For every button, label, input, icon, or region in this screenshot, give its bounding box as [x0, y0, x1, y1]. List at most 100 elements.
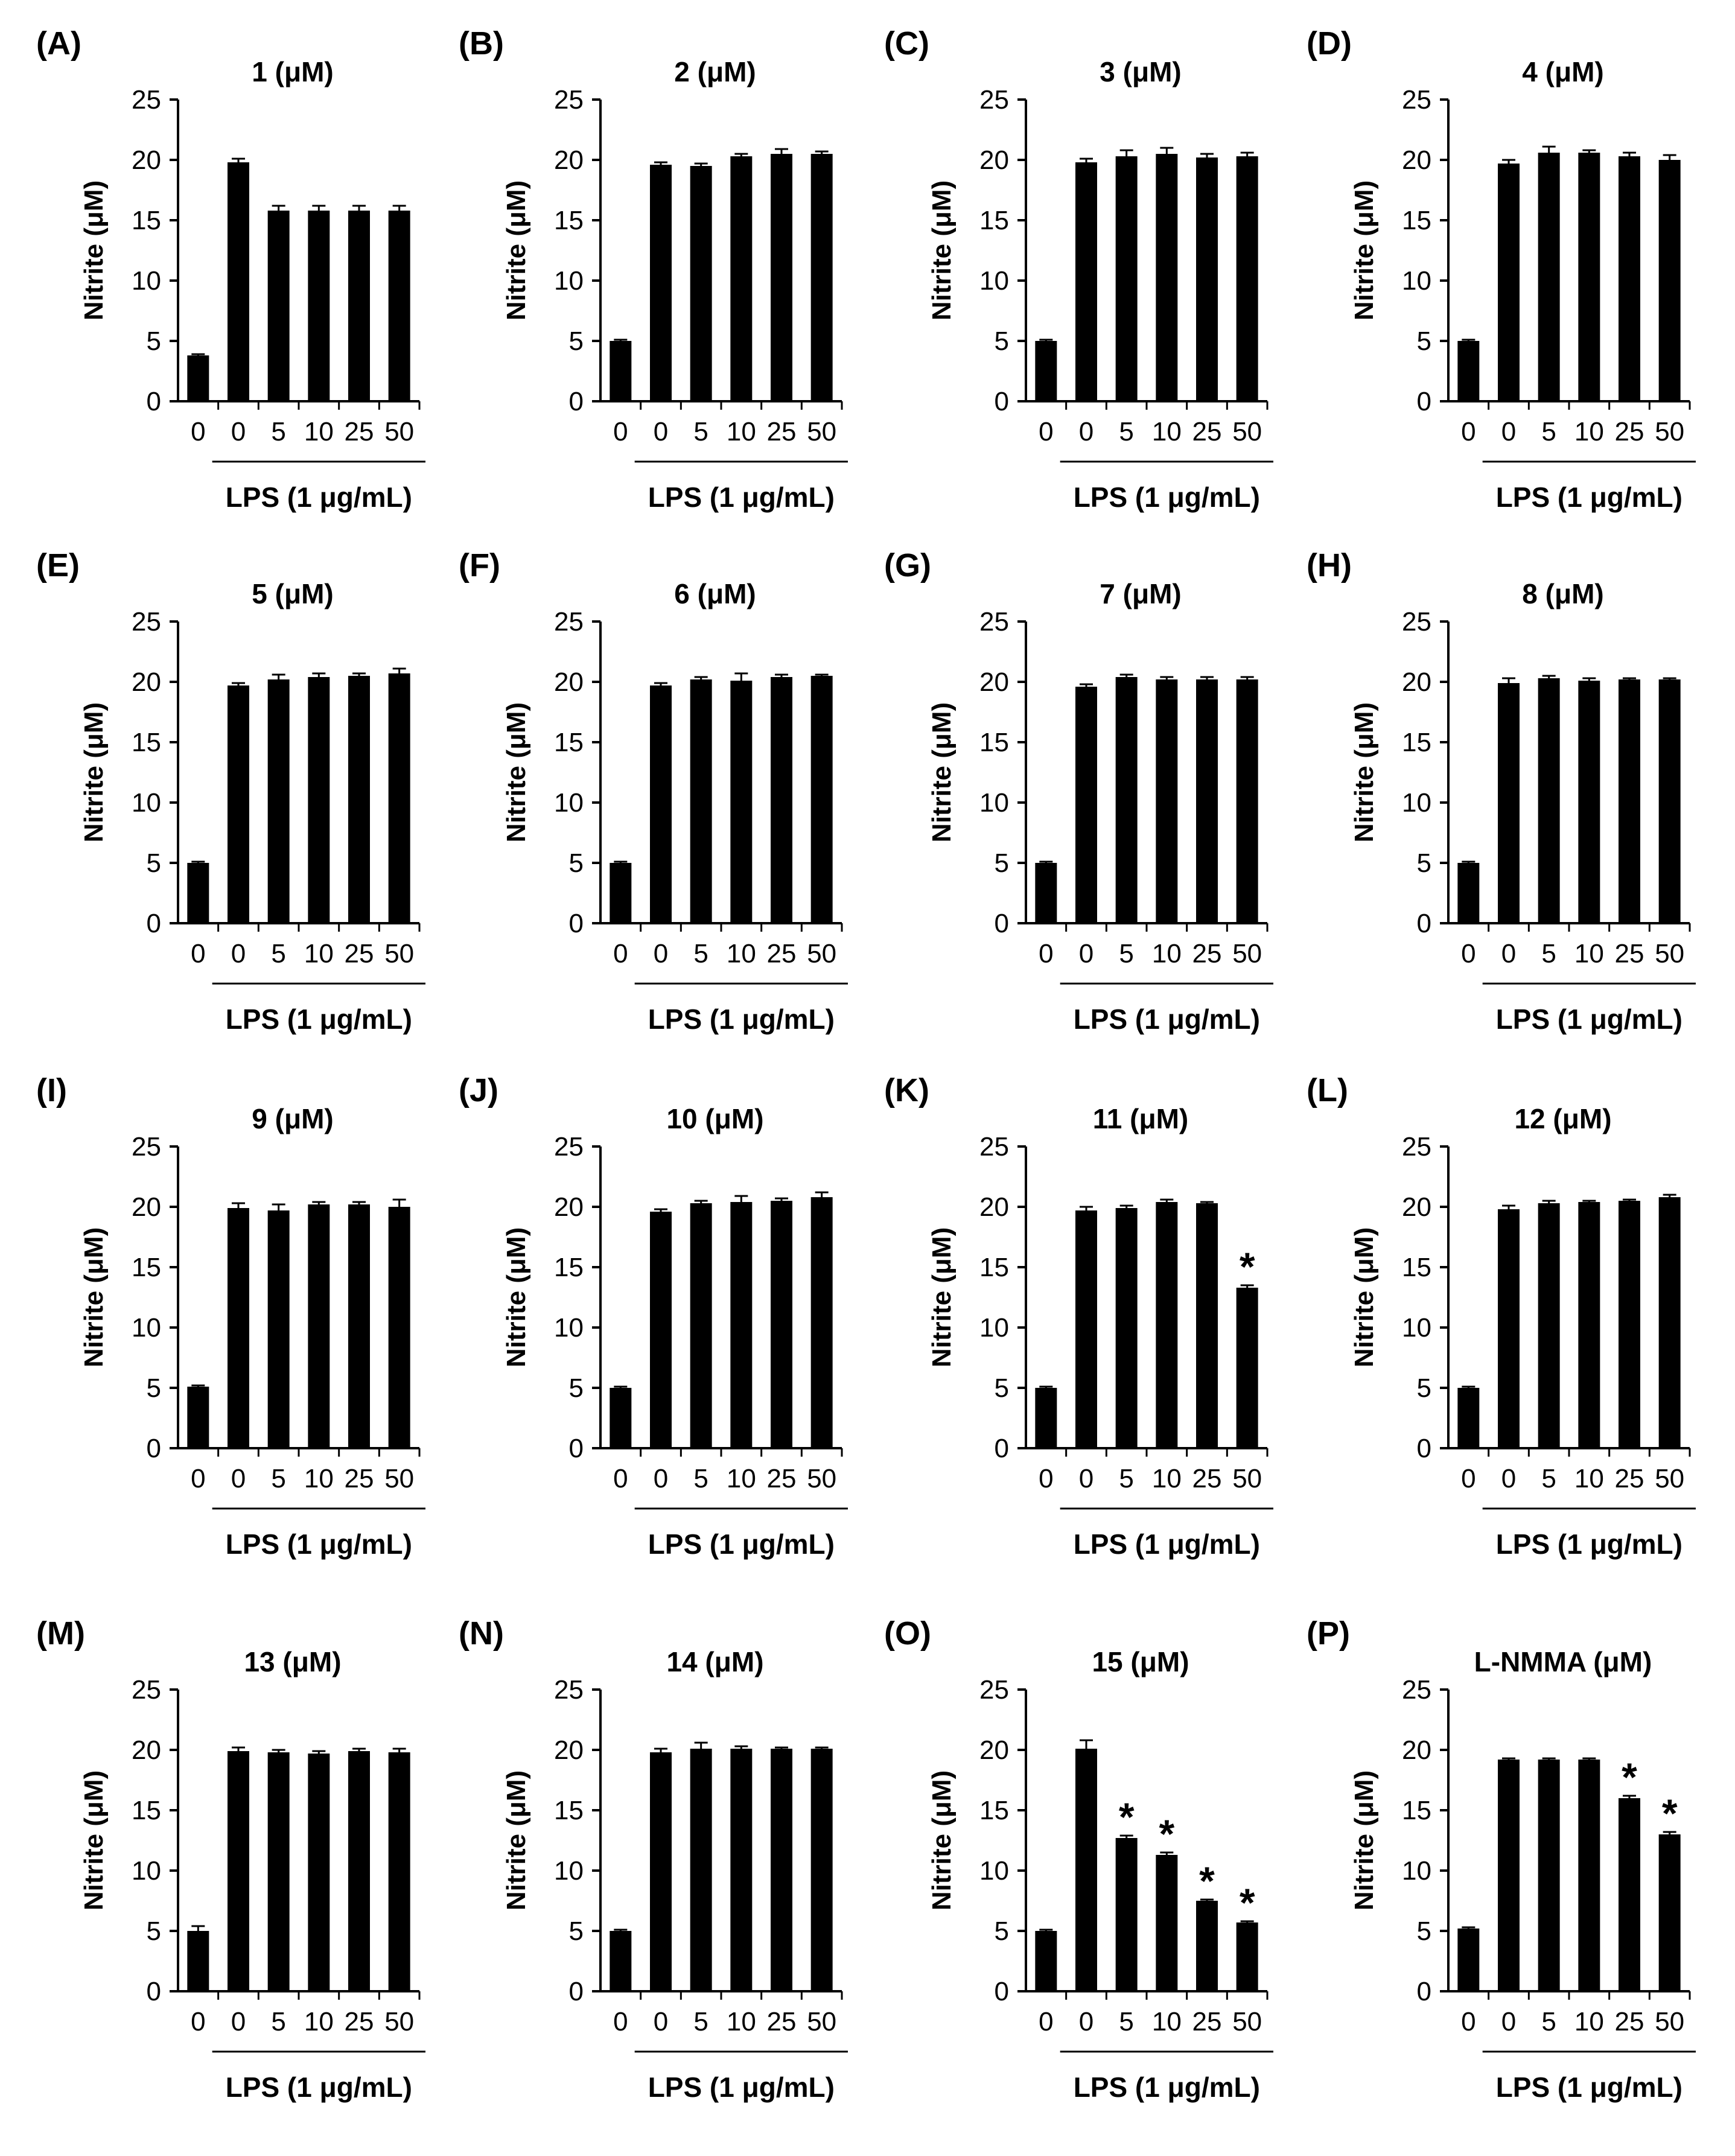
- x-tick-label: 0: [1079, 417, 1094, 447]
- bar: [1115, 1838, 1138, 1991]
- y-tick-label: 20: [554, 667, 584, 697]
- y-tick-label: 5: [1417, 326, 1431, 356]
- x-tick-label: 0: [1501, 939, 1516, 968]
- x-tick-label: 0: [1039, 417, 1053, 447]
- group-label: LPS (1 μg/mL): [1074, 482, 1260, 513]
- y-tick-label: 20: [132, 1735, 161, 1765]
- bar: [650, 165, 672, 401]
- y-tick-label: 15: [1402, 1253, 1431, 1282]
- x-tick-label: 10: [727, 939, 756, 968]
- group-label: LPS (1 μg/mL): [1074, 1003, 1260, 1035]
- x-tick-label: 25: [1615, 1464, 1644, 1493]
- y-tick-label: 0: [147, 1434, 161, 1463]
- y-tick-label: 25: [1402, 85, 1431, 115]
- x-tick-label: 50: [1232, 939, 1262, 968]
- y-tick-label: 15: [979, 1253, 1009, 1282]
- group-label: LPS (1 μg/mL): [1074, 2072, 1260, 2103]
- chart-title: 9 (μM): [252, 1103, 333, 1134]
- y-tick-label: 25: [554, 1675, 584, 1705]
- x-tick-label: 5: [1541, 1464, 1556, 1493]
- bar: [730, 1749, 753, 1991]
- x-tick-label: 5: [693, 939, 708, 968]
- x-tick-label: 50: [384, 939, 414, 968]
- y-tick-label: 20: [1402, 667, 1431, 697]
- y-tick-label: 10: [554, 788, 584, 818]
- bar: [267, 1210, 290, 1448]
- y-tick-label: 20: [132, 667, 161, 697]
- significance-marker: *: [1240, 1244, 1255, 1289]
- y-tick-label: 0: [569, 387, 584, 416]
- x-tick-label: 10: [1152, 2007, 1182, 2037]
- x-tick-label: 10: [1574, 2007, 1604, 2037]
- bar: [690, 679, 712, 923]
- bar: [228, 685, 249, 923]
- x-tick-label: 10: [1574, 939, 1604, 968]
- bar: [771, 154, 792, 401]
- bar: [610, 1388, 632, 1448]
- panel-label: (G): [884, 547, 931, 584]
- y-tick-label: 5: [1417, 1916, 1431, 1946]
- group-label: LPS (1 μg/mL): [226, 482, 412, 513]
- bar: [388, 211, 410, 401]
- x-tick-label: 5: [271, 939, 285, 968]
- bar: [1658, 679, 1681, 923]
- bar: [348, 1204, 370, 1448]
- x-tick-label: 5: [271, 417, 285, 447]
- bar: [1538, 153, 1560, 401]
- y-tick-label: 20: [979, 145, 1009, 175]
- y-tick-label: 10: [132, 1856, 161, 1886]
- y-tick-label: 25: [132, 85, 161, 115]
- x-tick-label: 0: [654, 2007, 668, 2037]
- bar: [610, 1931, 632, 1991]
- bar: [1115, 677, 1138, 923]
- y-tick-label: 20: [554, 1735, 584, 1765]
- y-tick-label: 20: [1402, 145, 1431, 175]
- x-tick-label: 0: [231, 417, 246, 447]
- y-tick-label: 10: [979, 788, 1009, 818]
- x-tick-label: 5: [1119, 417, 1133, 447]
- x-tick-label: 0: [654, 939, 668, 968]
- bar: [228, 162, 249, 401]
- y-tick-label: 25: [1402, 1675, 1431, 1705]
- x-tick-label: 50: [807, 2007, 836, 2037]
- y-axis-label: Nitrite (μM): [501, 702, 531, 842]
- y-tick-label: 15: [554, 728, 584, 757]
- y-tick-label: 5: [569, 848, 584, 878]
- y-tick-label: 5: [147, 1916, 161, 1946]
- x-tick-label: 10: [1152, 939, 1182, 968]
- chart-title: 5 (μM): [252, 578, 333, 609]
- y-axis-label: Nitrite (μM): [1349, 180, 1379, 320]
- bar: [1578, 153, 1600, 401]
- x-tick-label: 0: [1461, 2007, 1476, 2037]
- y-tick-label: 15: [554, 1796, 584, 1825]
- y-tick-label: 0: [147, 1977, 161, 2006]
- y-tick-label: 5: [1417, 1373, 1431, 1403]
- bar: [1035, 863, 1057, 923]
- bar: [1075, 687, 1097, 923]
- y-tick-label: 0: [995, 1977, 1009, 2006]
- y-tick-label: 10: [554, 1856, 584, 1886]
- bar: [1619, 156, 1640, 401]
- panel-label: (H): [1307, 547, 1352, 584]
- bar: [388, 1752, 410, 1991]
- y-tick-label: 15: [979, 206, 1009, 235]
- y-axis-label: Nitrite (μM): [79, 702, 109, 842]
- bar: [1538, 1760, 1560, 1991]
- x-tick-label: 50: [1655, 939, 1684, 968]
- x-tick-label: 0: [613, 939, 628, 968]
- group-label: LPS (1 μg/mL): [648, 2072, 835, 2103]
- x-tick-label: 0: [1501, 417, 1516, 447]
- group-label: LPS (1 μg/mL): [648, 482, 835, 513]
- y-tick-label: 10: [1402, 1856, 1431, 1886]
- chart-title: 2 (μM): [674, 56, 756, 87]
- bar: [610, 341, 632, 401]
- y-tick-label: 20: [554, 1192, 584, 1222]
- x-tick-label: 0: [231, 2007, 246, 2037]
- x-tick-label: 25: [345, 2007, 374, 2037]
- chart-title: 8 (μM): [1522, 578, 1603, 609]
- x-tick-label: 25: [345, 1464, 374, 1493]
- y-axis-label: Nitrite (μM): [79, 1227, 109, 1367]
- x-tick-label: 0: [191, 2007, 205, 2037]
- chart-title: 13 (μM): [244, 1646, 341, 1677]
